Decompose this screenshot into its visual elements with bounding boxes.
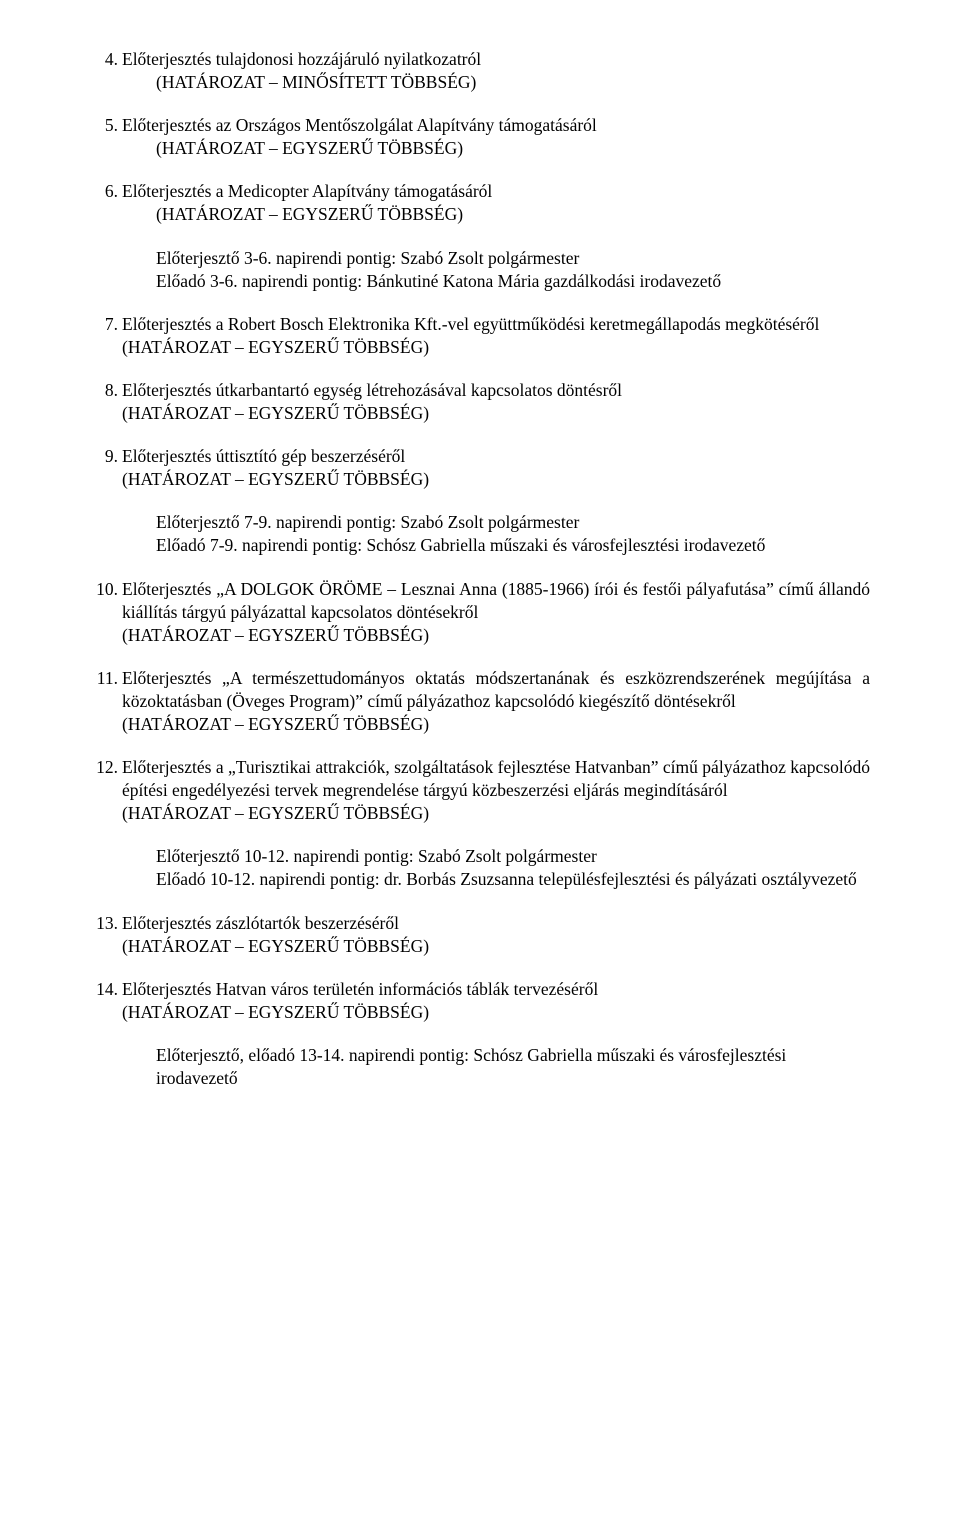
agenda-item: 10. Előterjesztés „A DOLGOK ÖRÖME – Lesz… [90,578,870,647]
item-title: Előterjesztés zászlótartók beszerzéséről [122,913,399,933]
agenda-item: 7. Előterjesztés a Robert Bosch Elektron… [90,313,870,359]
item-note: (HATÁROZAT – EGYSZERŰ TÖBBSÉG) [122,469,429,489]
item-body: Előterjesztés a Robert Bosch Elektronika… [122,313,870,359]
item-title: Előterjesztés tulajdonosi hozzájáruló ny… [122,49,481,69]
item-title: Előterjesztés Hatvan város területén inf… [122,979,598,999]
item-sub: Előterjesztő 3-6. napirendi pontig: Szab… [156,247,870,293]
item-title: Előterjesztés „A természettudományos okt… [122,668,870,711]
item-note: (HATÁROZAT – MINŐSÍTETT TÖBBSÉG) [156,72,476,92]
item-title: Előterjesztés „A DOLGOK ÖRÖME – Lesznai … [122,579,870,622]
item-sub: Előterjesztő 7-9. napirendi pontig: Szab… [156,511,870,557]
item-note: (HATÁROZAT – EGYSZERŰ TÖBBSÉG) [122,714,429,734]
item-body: Előterjesztés a „Turisztikai attrakciók,… [122,756,870,825]
item-body: Előterjesztés a Medicopter Alapítvány tá… [122,180,870,226]
item-title: Előterjesztés úttisztító gép beszerzésér… [122,446,405,466]
sub-line: Előadó 7-9. napirendi pontig: Schósz Gab… [156,534,870,557]
item-title: Előterjesztés a „Turisztikai attrakciók,… [122,757,870,800]
item-body: Előterjesztés „A DOLGOK ÖRÖME – Lesznai … [122,578,870,647]
document-page: 4. Előterjesztés tulajdonosi hozzájáruló… [0,0,960,1158]
item-number: 7. [90,313,122,359]
agenda-item: 9. Előterjesztés úttisztító gép beszerzé… [90,445,870,491]
agenda-item: 11. Előterjesztés „A természettudományos… [90,667,870,736]
item-note: (HATÁROZAT – EGYSZERŰ TÖBBSÉG) [156,138,463,158]
agenda-item: 12. Előterjesztés a „Turisztikai attrakc… [90,756,870,825]
agenda-item: 6. Előterjesztés a Medicopter Alapítvány… [90,180,870,226]
sub-line: Előadó 10-12. napirendi pontig: dr. Borb… [156,868,870,891]
item-number: 6. [90,180,122,226]
item-body: Előterjesztés Hatvan város területén inf… [122,978,870,1024]
item-note: (HATÁROZAT – EGYSZERŰ TÖBBSÉG) [122,625,429,645]
item-body: Előterjesztés zászlótartók beszerzéséről… [122,912,870,958]
agenda-item: 14. Előterjesztés Hatvan város területén… [90,978,870,1024]
item-note: (HATÁROZAT – EGYSZERŰ TÖBBSÉG) [122,1002,429,1022]
item-body: Előterjesztés útkarbantartó egység létre… [122,379,870,425]
item-number: 13. [90,912,122,958]
agenda-item: 13. Előterjesztés zászlótartók beszerzés… [90,912,870,958]
item-title: Előterjesztés a Robert Bosch Elektronika… [122,314,819,334]
item-body: Előterjesztés „A természettudományos okt… [122,667,870,736]
item-title: Előterjesztés útkarbantartó egység létre… [122,380,622,400]
sub-line: Előterjesztő 3-6. napirendi pontig: Szab… [156,247,870,270]
item-number: 11. [90,667,122,736]
agenda-item: 4. Előterjesztés tulajdonosi hozzájáruló… [90,48,870,94]
item-number: 8. [90,379,122,425]
item-title: Előterjesztés az Országos Mentőszolgálat… [122,115,597,135]
item-sub: Előterjesztő, előadó 13-14. napirendi po… [156,1044,870,1090]
item-sub: Előterjesztő 10-12. napirendi pontig: Sz… [156,845,870,891]
sub-line: Előterjesztő, előadó 13-14. napirendi po… [156,1044,870,1090]
sub-line: Előterjesztő 10-12. napirendi pontig: Sz… [156,845,870,868]
item-number: 12. [90,756,122,825]
item-note: (HATÁROZAT – EGYSZERŰ TÖBBSÉG) [122,403,429,423]
item-number: 4. [90,48,122,94]
item-number: 14. [90,978,122,1024]
item-number: 5. [90,114,122,160]
item-number: 10. [90,578,122,647]
agenda-item: 5. Előterjesztés az Országos Mentőszolgá… [90,114,870,160]
item-number: 9. [90,445,122,491]
item-note: (HATÁROZAT – EGYSZERŰ TÖBBSÉG) [122,337,429,357]
item-title: Előterjesztés a Medicopter Alapítvány tá… [122,181,492,201]
item-note: (HATÁROZAT – EGYSZERŰ TÖBBSÉG) [122,803,429,823]
item-body: Előterjesztés az Országos Mentőszolgálat… [122,114,870,160]
item-body: Előterjesztés tulajdonosi hozzájáruló ny… [122,48,870,94]
sub-line: Előterjesztő 7-9. napirendi pontig: Szab… [156,511,870,534]
agenda-item: 8. Előterjesztés útkarbantartó egység lé… [90,379,870,425]
item-note: (HATÁROZAT – EGYSZERŰ TÖBBSÉG) [122,936,429,956]
item-body: Előterjesztés úttisztító gép beszerzésér… [122,445,870,491]
sub-line: Előadó 3-6. napirendi pontig: Bánkutiné … [156,270,870,293]
item-note: (HATÁROZAT – EGYSZERŰ TÖBBSÉG) [156,204,463,224]
